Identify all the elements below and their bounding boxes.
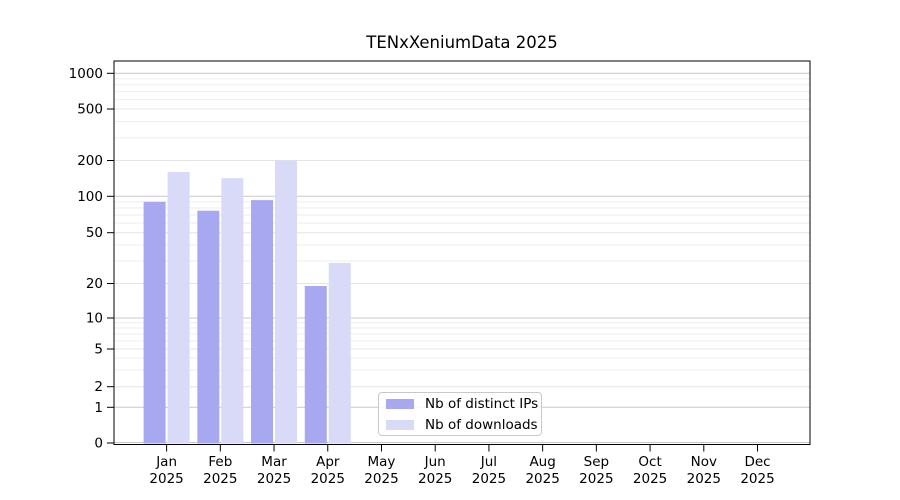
x-tick-label: Nov 2025 xyxy=(687,454,721,487)
x-tick-label: Jun 2025 xyxy=(418,454,452,487)
y-tick-label: 1000 xyxy=(69,66,103,82)
legend-item: Nb of downloads xyxy=(386,414,541,435)
nb-of-downloads-bar-feb-2025 xyxy=(221,178,244,444)
y-tick-label: 5 xyxy=(94,342,103,358)
y-tick-label: 50 xyxy=(86,225,103,241)
nb-of-downloads-bar-apr-2025 xyxy=(328,262,351,444)
y-tick-label: 20 xyxy=(86,276,103,292)
plot-border xyxy=(113,60,811,445)
legend-label: Nb of distinct IPs xyxy=(425,395,539,412)
y-tick-label: 10 xyxy=(86,311,103,327)
x-tick-label: Oct 2025 xyxy=(633,454,667,487)
legend-label: Nb of downloads xyxy=(425,416,538,433)
nb-of-distinct-ips-bar-jan-2025 xyxy=(143,201,166,444)
legend-item: Nb of distinct IPs xyxy=(386,393,541,414)
legend-swatch-distinct-ips xyxy=(386,398,414,409)
y-tick-label: 200 xyxy=(77,153,103,169)
x-tick-label: Jan 2025 xyxy=(149,454,183,487)
legend-swatch-downloads xyxy=(386,419,414,430)
y-tick-label: 1 xyxy=(94,400,103,416)
x-tick-label: Dec 2025 xyxy=(740,454,774,487)
nb-of-distinct-ips-bar-apr-2025 xyxy=(304,286,327,444)
x-tick-label: Jul 2025 xyxy=(472,454,506,487)
x-tick-label: Sep 2025 xyxy=(579,454,613,487)
x-tick-label: Feb 2025 xyxy=(203,454,237,487)
y-tick-label: 2 xyxy=(94,379,103,395)
legend: Nb of distinct IPs Nb of downloads xyxy=(378,392,542,436)
x-tick-label: Mar 2025 xyxy=(257,454,291,487)
x-axis: Jan 2025 Feb 2025 Mar 2025 Apr 2025 May 2025 Jun 20… xyxy=(149,444,775,487)
x-tick-label: Apr 2025 xyxy=(311,454,345,487)
y-tick-label: 100 xyxy=(77,189,103,205)
bars xyxy=(143,160,351,444)
x-tick-label: May 2025 xyxy=(364,454,398,487)
chart-title: TENxXeniumData 2025 xyxy=(366,33,558,52)
y-tick-label: 0 xyxy=(94,436,103,452)
nb-of-downloads-bar-jan-2025 xyxy=(167,172,190,444)
y-tick-label: 500 xyxy=(77,102,103,118)
x-tick-label: Aug 2025 xyxy=(525,454,559,487)
nb-of-distinct-ips-bar-feb-2025 xyxy=(197,210,220,444)
nb-of-distinct-ips-bar-mar-2025 xyxy=(251,200,274,444)
nb-of-downloads-bar-mar-2025 xyxy=(275,160,298,444)
